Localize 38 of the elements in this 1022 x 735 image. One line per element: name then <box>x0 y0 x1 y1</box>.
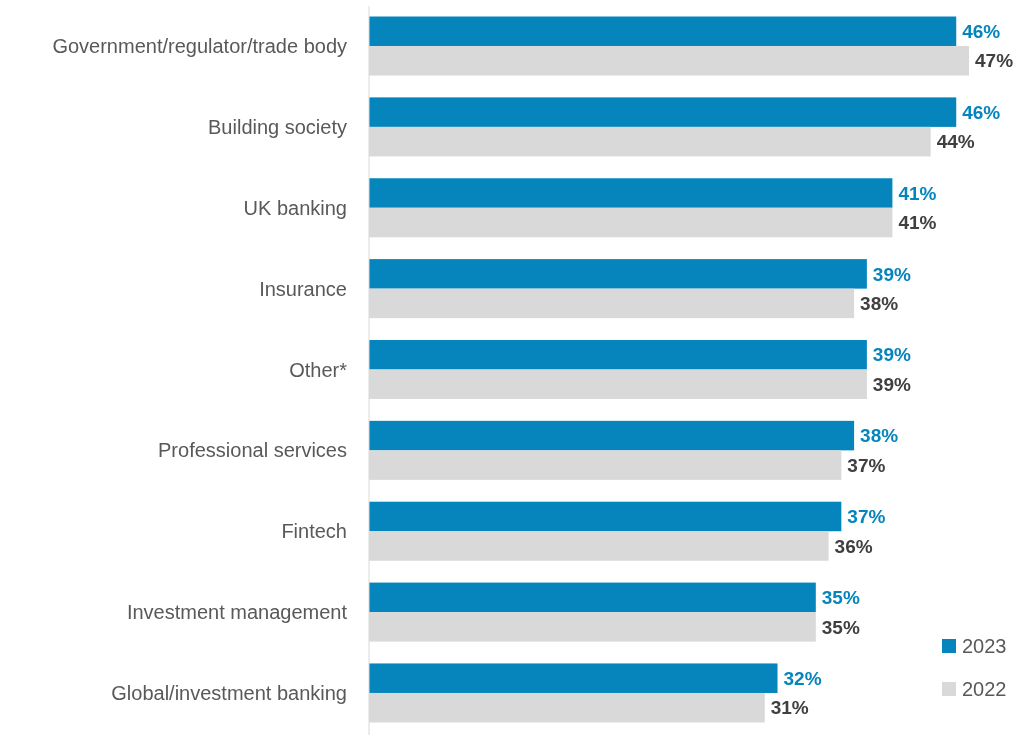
data-label: 37% <box>847 506 886 528</box>
y-tick-label: Fintech <box>281 520 347 543</box>
bar <box>369 339 867 370</box>
data-label: 37% <box>847 454 886 476</box>
data-label: 39% <box>872 344 912 366</box>
data-label: 47% <box>975 50 1014 72</box>
data-label: 31% <box>770 697 809 719</box>
data-label: 32% <box>783 667 822 689</box>
legend-label: 2023 <box>962 635 1007 657</box>
bar <box>369 501 842 532</box>
y-tick-label: Government/regulator/trade body <box>52 35 347 58</box>
bar <box>369 663 778 693</box>
bar <box>369 178 893 208</box>
data-label: 35% <box>821 586 860 608</box>
y-tick-label: Other* <box>289 358 348 381</box>
data-label: 38% <box>860 293 899 315</box>
y-tick-label: UK banking <box>243 196 347 219</box>
data-label: 46% <box>962 101 1001 123</box>
data-label: 44% <box>936 131 975 153</box>
bar <box>369 420 855 451</box>
data-label: 38% <box>860 425 899 447</box>
bar <box>369 259 867 289</box>
data-label: 39% <box>872 263 912 285</box>
data-label: 41% <box>898 212 937 234</box>
data-label: 35% <box>821 616 860 638</box>
bar <box>369 16 957 47</box>
y-tick-label: Building society <box>208 115 347 138</box>
data-label: 41% <box>898 182 937 204</box>
bar <box>369 582 816 613</box>
legend-label: 2022 <box>962 678 1007 700</box>
data-label: 36% <box>834 535 873 557</box>
y-tick-label: Global/investment banking <box>111 681 347 704</box>
bar <box>369 97 957 127</box>
y-tick-label: Investment management <box>126 601 348 624</box>
data-label: 46% <box>962 20 1001 42</box>
y-tick-label: Professional services <box>158 439 347 462</box>
data-label: 39% <box>872 373 912 395</box>
y-tick-label: Insurance <box>259 277 347 300</box>
